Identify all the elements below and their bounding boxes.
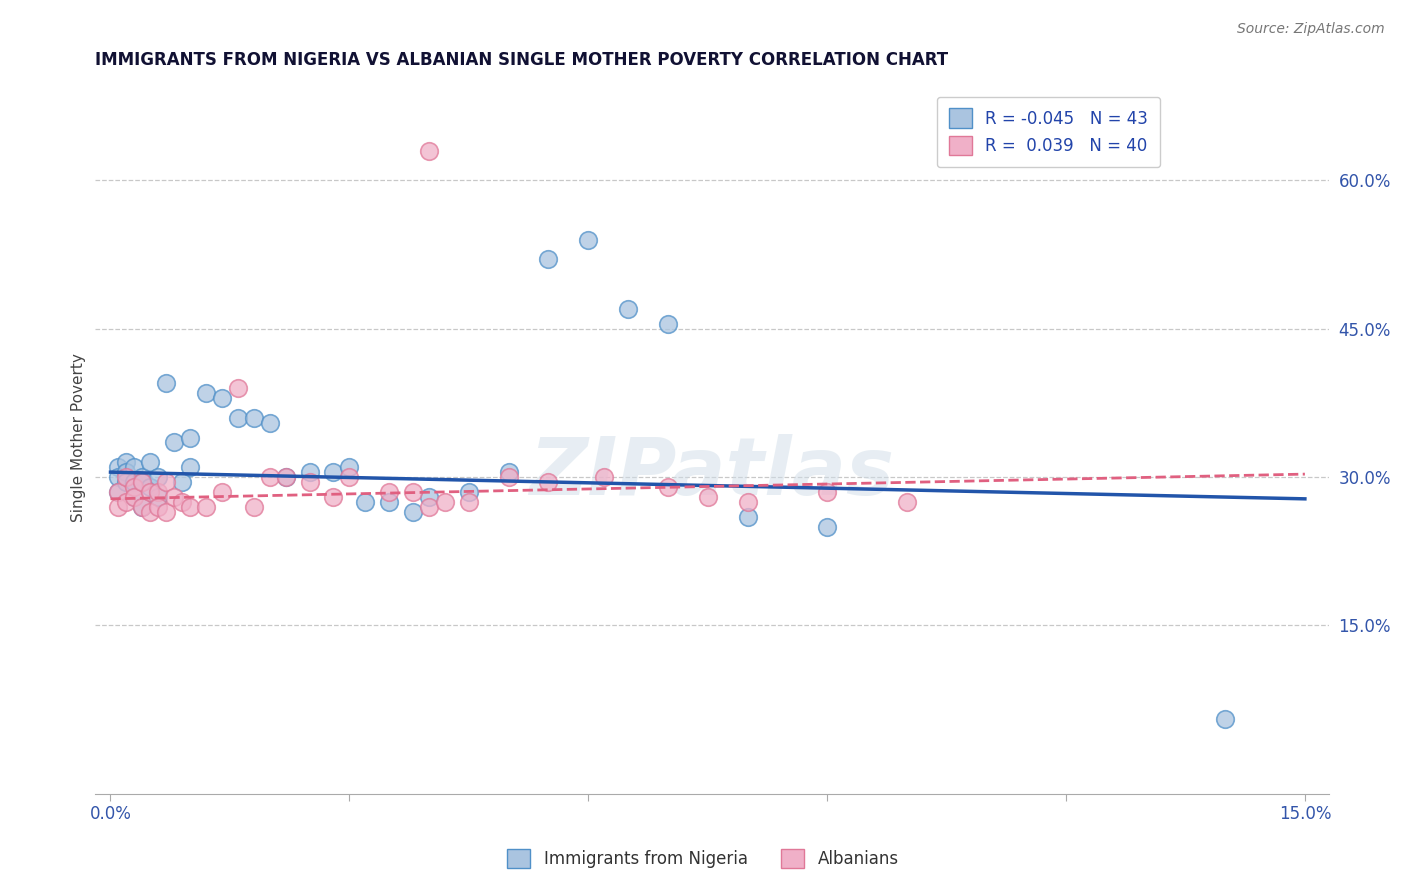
Point xyxy=(418,490,440,504)
Point xyxy=(139,484,162,499)
Point xyxy=(576,233,599,247)
Point xyxy=(195,386,218,401)
Point xyxy=(211,391,233,405)
Point xyxy=(148,490,170,504)
Point xyxy=(148,470,170,484)
Point xyxy=(124,490,146,504)
Text: ZIPatlas: ZIPatlas xyxy=(529,434,894,512)
Point xyxy=(179,430,201,444)
Point xyxy=(737,509,759,524)
Point xyxy=(139,480,162,494)
Point xyxy=(107,484,129,499)
Point xyxy=(402,505,425,519)
Point xyxy=(131,475,153,489)
Point xyxy=(815,484,838,499)
Point xyxy=(115,495,138,509)
Point xyxy=(163,490,186,504)
Point xyxy=(107,460,129,475)
Point xyxy=(593,470,616,484)
Y-axis label: Single Mother Poverty: Single Mother Poverty xyxy=(72,353,86,522)
Point xyxy=(139,455,162,469)
Point xyxy=(402,484,425,499)
Point xyxy=(737,495,759,509)
Point xyxy=(155,475,177,489)
Point xyxy=(418,500,440,514)
Point xyxy=(696,490,718,504)
Point xyxy=(322,490,344,504)
Point xyxy=(537,475,560,489)
Point xyxy=(378,495,401,509)
Point xyxy=(896,495,918,509)
Point xyxy=(337,470,360,484)
Point xyxy=(107,470,129,484)
Point xyxy=(243,410,266,425)
Point xyxy=(124,480,146,494)
Point xyxy=(243,500,266,514)
Point xyxy=(298,465,321,479)
Point xyxy=(337,460,360,475)
Point xyxy=(107,484,129,499)
Point xyxy=(322,465,344,479)
Text: Source: ZipAtlas.com: Source: ZipAtlas.com xyxy=(1237,22,1385,37)
Point xyxy=(131,500,153,514)
Point xyxy=(457,495,479,509)
Point xyxy=(124,460,146,475)
Point xyxy=(139,505,162,519)
Point xyxy=(657,480,679,494)
Point xyxy=(115,465,138,479)
Point xyxy=(657,317,679,331)
Legend: Immigrants from Nigeria, Albanians: Immigrants from Nigeria, Albanians xyxy=(501,842,905,875)
Point xyxy=(498,470,520,484)
Point xyxy=(115,455,138,469)
Point xyxy=(259,470,281,484)
Point xyxy=(259,416,281,430)
Point xyxy=(124,475,146,489)
Legend: R = -0.045   N = 43, R =  0.039   N = 40: R = -0.045 N = 43, R = 0.039 N = 40 xyxy=(938,97,1160,167)
Point xyxy=(378,484,401,499)
Text: IMMIGRANTS FROM NIGERIA VS ALBANIAN SINGLE MOTHER POVERTY CORRELATION CHART: IMMIGRANTS FROM NIGERIA VS ALBANIAN SING… xyxy=(94,51,948,69)
Point xyxy=(617,301,640,316)
Point xyxy=(155,505,177,519)
Point xyxy=(131,475,153,489)
Point xyxy=(418,144,440,158)
Point xyxy=(172,495,194,509)
Point xyxy=(163,435,186,450)
Point xyxy=(815,519,838,533)
Point xyxy=(179,500,201,514)
Point xyxy=(148,484,170,499)
Point xyxy=(226,381,249,395)
Point xyxy=(226,410,249,425)
Point xyxy=(498,465,520,479)
Point xyxy=(274,470,297,484)
Point xyxy=(354,495,377,509)
Point xyxy=(433,495,456,509)
Point xyxy=(195,500,218,514)
Point xyxy=(457,484,479,499)
Point xyxy=(298,475,321,489)
Point xyxy=(537,252,560,267)
Point xyxy=(274,470,297,484)
Point xyxy=(107,500,129,514)
Point xyxy=(124,490,146,504)
Point xyxy=(211,484,233,499)
Point xyxy=(115,470,138,484)
Point xyxy=(131,470,153,484)
Point xyxy=(1213,713,1236,727)
Point xyxy=(172,475,194,489)
Point xyxy=(179,460,201,475)
Point xyxy=(148,500,170,514)
Point xyxy=(155,376,177,390)
Point xyxy=(115,475,138,489)
Point xyxy=(131,500,153,514)
